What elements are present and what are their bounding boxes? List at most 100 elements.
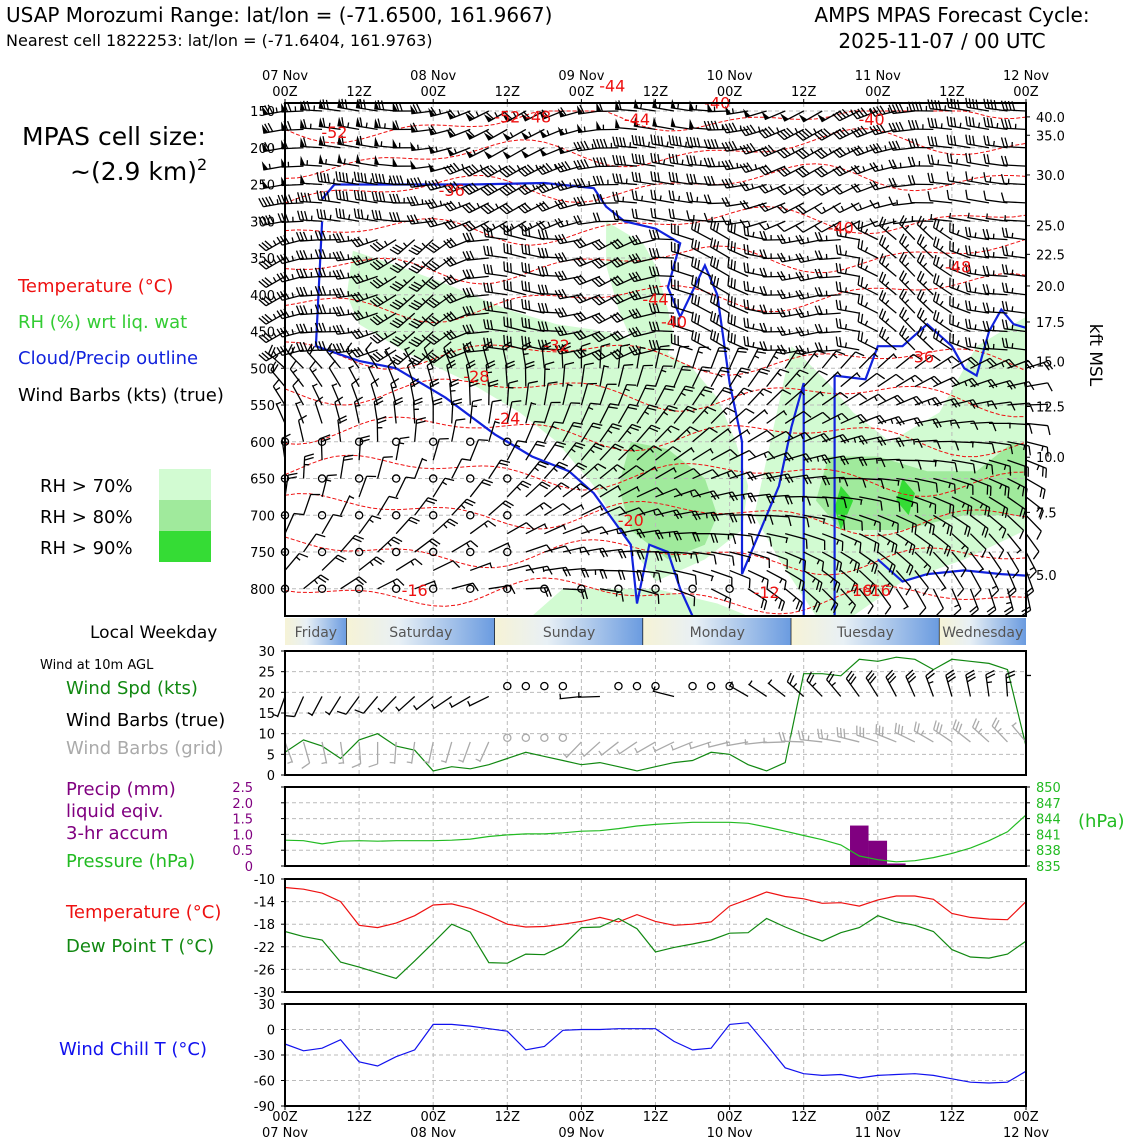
barb-staff — [916, 260, 934, 277]
barb-full — [369, 244, 378, 252]
wind-barb-upper — [898, 233, 916, 259]
barb-full — [541, 229, 546, 239]
barb-full — [733, 242, 736, 253]
barb-staff — [578, 202, 601, 207]
barb-full — [544, 303, 549, 313]
wind-barb-upper — [814, 220, 842, 233]
barb-staff — [766, 569, 787, 582]
barb-full — [537, 321, 542, 331]
barb-flag — [300, 137, 306, 147]
barb-full — [798, 253, 805, 262]
barb-full — [934, 136, 938, 147]
barb-staff — [284, 741, 294, 763]
barb-full — [907, 193, 912, 203]
barb-staff — [727, 266, 749, 277]
wind-barb-upper — [758, 183, 786, 194]
barb-flag — [355, 135, 361, 146]
barb-flag — [318, 135, 324, 146]
barb-half — [904, 225, 910, 231]
barb-half — [640, 346, 646, 349]
wind-barb-upper — [525, 380, 538, 406]
barb-half — [740, 391, 746, 396]
barb-full — [982, 283, 987, 294]
barb-full — [1045, 468, 1048, 478]
barb-half — [332, 383, 338, 387]
barb-staff — [397, 331, 416, 347]
barb-staff — [763, 312, 786, 315]
barb-half — [759, 391, 765, 397]
wind-barb-upper — [537, 321, 563, 333]
barb-full — [303, 119, 307, 129]
barb-flag — [539, 129, 548, 138]
barb-half — [896, 199, 899, 205]
wind-barb-upper — [314, 322, 341, 333]
legend-precip-3: 3-hr accum — [66, 823, 168, 844]
wind-barb-upper — [408, 239, 434, 256]
barb-full — [776, 150, 785, 159]
barb-half — [844, 250, 848, 256]
barb-full — [576, 215, 583, 225]
barb-full — [721, 142, 727, 152]
barb-full — [443, 240, 451, 249]
isotherm-label: -40 — [859, 110, 885, 129]
barb-full — [682, 365, 693, 368]
wind-barb-upper — [414, 417, 426, 442]
barb-full — [761, 202, 769, 211]
top-tick-hour: 12Z — [346, 85, 372, 100]
barb-staff — [671, 250, 693, 259]
barb-full — [832, 113, 840, 122]
barb-full — [406, 215, 412, 225]
barb-half — [1011, 251, 1014, 257]
wind-barb-upper — [691, 256, 712, 277]
barb-full — [423, 341, 432, 349]
barb-half — [989, 177, 992, 183]
barb-full — [345, 191, 349, 201]
barb-flag — [428, 107, 436, 117]
barb-staff — [300, 182, 323, 186]
barb-full — [935, 256, 940, 267]
barb-half — [413, 705, 418, 710]
barb-staff — [803, 350, 818, 369]
wind-barb-upper — [537, 284, 563, 296]
barb-half — [516, 486, 522, 491]
barb-staff — [818, 349, 841, 352]
barb-full — [1041, 467, 1044, 477]
barb-full — [946, 171, 950, 182]
wind-barb-upper — [878, 271, 897, 296]
barb-full — [715, 332, 720, 343]
barb-full — [486, 301, 490, 311]
barb-staff — [710, 387, 725, 406]
barb-full — [443, 332, 451, 341]
wind-barb-upper — [502, 110, 527, 123]
barb-staff — [411, 183, 434, 188]
barb-full — [394, 317, 404, 324]
barb-full — [932, 354, 941, 362]
barb-half — [347, 327, 350, 333]
barb-staff — [337, 124, 360, 131]
barb-staff — [837, 326, 860, 333]
barb-full — [413, 354, 423, 361]
kft-tick-label: 5.0 — [1036, 569, 1057, 584]
barb-staff — [840, 392, 860, 406]
barb-full — [309, 345, 315, 355]
barb-full — [357, 208, 360, 219]
barb-full — [741, 367, 751, 371]
wind-barb-upper — [927, 172, 952, 186]
wind-barb-upper — [261, 179, 286, 189]
barb-full — [618, 100, 622, 110]
barb-staff — [710, 246, 730, 259]
barb-flag — [428, 126, 436, 135]
barb-staff — [710, 367, 723, 387]
barb-staff — [821, 350, 837, 369]
barb-full — [857, 293, 861, 304]
isotherm-label: -36 — [908, 347, 934, 366]
barb-full — [990, 99, 994, 110]
barb-half — [377, 707, 383, 713]
barb-full — [691, 256, 694, 267]
barb-staff — [543, 383, 549, 406]
barb-full — [558, 461, 569, 467]
barb-full — [332, 307, 338, 317]
wind-barb-upper — [292, 378, 305, 406]
barb-full — [901, 235, 907, 246]
weekday-label: Tuesday — [836, 625, 894, 641]
